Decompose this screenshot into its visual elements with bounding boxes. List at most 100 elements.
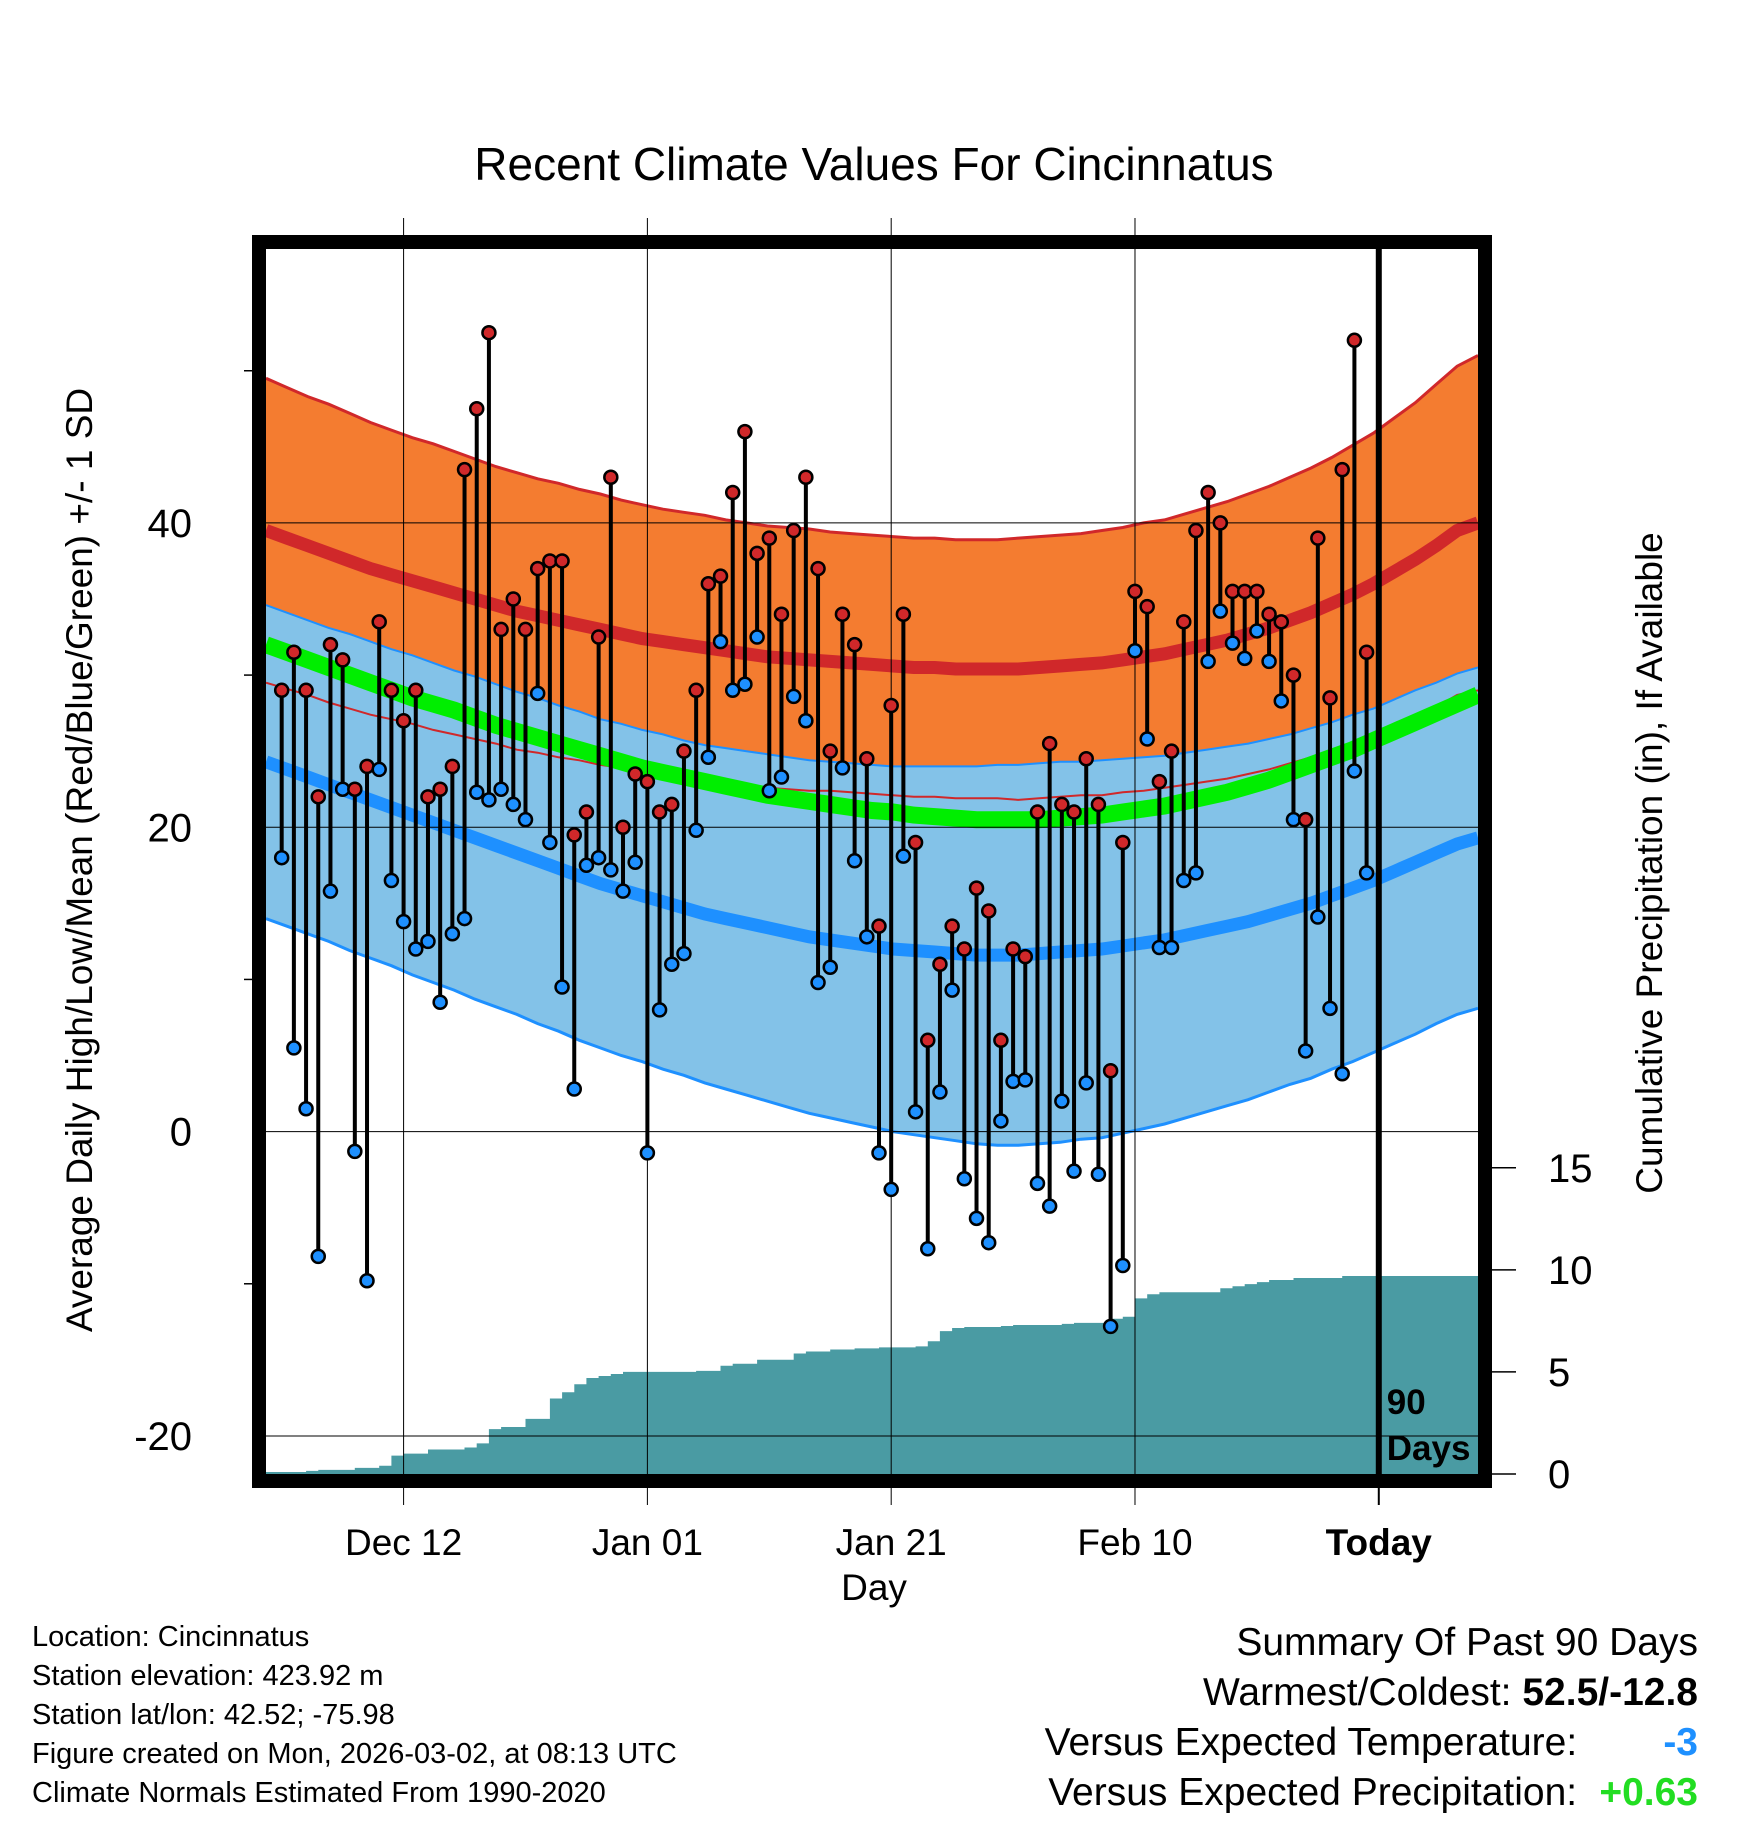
daily-high-point <box>993 1032 1009 1049</box>
daily-low-point <box>956 1171 973 1187</box>
daily-high-point <box>432 781 448 797</box>
daily-high-point <box>676 743 692 759</box>
y-left-tick-label: 0 <box>170 1111 192 1155</box>
daily-low-point <box>676 945 692 962</box>
daily-high-point <box>749 545 765 562</box>
daily-high-point <box>444 758 461 775</box>
daily-low-point <box>1005 1073 1021 1090</box>
daily-low-point <box>505 796 522 813</box>
daily-low-point <box>310 1248 327 1265</box>
daily-high-point <box>700 576 717 592</box>
high-sd-upper-edge <box>266 354 1478 542</box>
daily-low-point <box>554 979 570 995</box>
daily-high-point <box>1041 735 1058 752</box>
daily-low-point <box>432 994 448 1011</box>
daily-high-point <box>907 834 924 851</box>
y-left-tick-label: 20 <box>148 806 193 850</box>
daily-high-point <box>517 621 534 638</box>
low-sd-upper-edge <box>266 604 1478 768</box>
daily-high-point <box>1200 484 1216 501</box>
temp-anomaly-value: -3 <box>1663 1721 1698 1764</box>
daily-high-point <box>1029 804 1046 820</box>
daily-high-point <box>1285 667 1302 683</box>
daily-high-point <box>932 956 948 972</box>
daily-high-point <box>712 568 729 584</box>
daily-high-point <box>310 789 327 805</box>
daily-low-point <box>1261 653 1277 670</box>
daily-low-point <box>359 1272 375 1289</box>
normal-mean-line <box>266 636 1478 829</box>
daily-high-point <box>627 766 643 782</box>
daily-low-point <box>1066 1163 1082 1179</box>
y-right-tick-label: 5 <box>1548 1351 1570 1395</box>
daily-low-point <box>724 682 741 699</box>
daily-low-point <box>1029 1175 1046 1192</box>
daily-low-point <box>712 633 729 650</box>
daily-high-point <box>1346 332 1363 349</box>
daily-low-point <box>371 761 387 778</box>
y-axis-left-label: Average Daily High/Low/Mean (Red/Blue/Gr… <box>59 388 100 1332</box>
normals-text: Climate Normals Estimated From 1990-2020 <box>32 1777 606 1809</box>
daily-high-point <box>578 804 595 820</box>
daily-low-point <box>907 1104 924 1120</box>
today-label: 90 Days <box>1387 1383 1471 1468</box>
daily-low-point <box>1017 1072 1034 1088</box>
daily-low-point <box>1224 635 1241 651</box>
daily-high-point <box>737 423 753 440</box>
daily-high-point <box>334 652 351 668</box>
daily-low-point <box>1346 763 1363 779</box>
daily-low-point <box>1115 1257 1131 1274</box>
y-right-tick-label: 15 <box>1548 1147 1593 1191</box>
daily-high-point <box>944 918 960 934</box>
daily-low-point <box>298 1101 314 1117</box>
daily-high-point <box>664 796 680 813</box>
daily-high-point <box>724 484 741 501</box>
daily-high-point <box>529 560 546 577</box>
precip-anomaly-value: +0.63 <box>1599 1771 1698 1814</box>
daily-high-point <box>493 621 509 638</box>
daily-high-point <box>1017 948 1034 965</box>
daily-low-point <box>468 784 485 801</box>
daily-low-point <box>395 913 412 930</box>
daily-low-point <box>1176 872 1192 889</box>
daily-high-point <box>1322 690 1338 706</box>
daily-low-point <box>749 629 765 645</box>
daily-low-point <box>578 857 595 874</box>
daily-low-point <box>493 781 509 797</box>
daily-high-point <box>846 636 863 653</box>
daily-high-point <box>408 682 424 699</box>
daily-low-point <box>1054 1093 1070 1109</box>
daily-high-point <box>590 629 607 645</box>
daily-high-point <box>566 827 582 843</box>
location-text: Location: Cincinnatus <box>32 1621 310 1653</box>
daily-high-point <box>1261 606 1277 622</box>
daily-high-point <box>286 644 302 661</box>
daily-low-point <box>737 676 753 692</box>
daily-high-point <box>1310 530 1326 546</box>
temp-anomaly-label: Versus Expected Temperature: <box>1044 1721 1578 1764</box>
daily-low-point <box>627 854 643 871</box>
daily-low-point <box>420 933 436 950</box>
daily-low-point <box>1127 642 1143 659</box>
daily-low-point <box>322 883 339 899</box>
daily-low-point <box>517 811 534 828</box>
daily-high-point <box>1090 796 1107 813</box>
daily-low-point <box>590 849 607 866</box>
plot-frame <box>252 235 1492 1488</box>
daily-high-point <box>395 712 412 729</box>
daily-high-point <box>968 880 985 896</box>
daily-low-point <box>834 760 851 776</box>
x-axis-label: Day <box>841 1567 907 1608</box>
daily-low-point <box>1273 693 1290 709</box>
daily-low-point <box>286 1040 302 1056</box>
daily-high-point <box>956 941 973 957</box>
daily-high-point <box>883 697 899 714</box>
daily-high-point <box>639 773 656 790</box>
daily-low-point <box>615 883 631 899</box>
daily-low-point <box>1090 1166 1107 1182</box>
daily-high-point <box>420 789 436 805</box>
daily-low-point <box>883 1181 899 1198</box>
daily-low-point <box>1249 623 1265 639</box>
x-tick-label: Jan 21 <box>836 1522 947 1563</box>
daily-high-point <box>688 682 704 699</box>
